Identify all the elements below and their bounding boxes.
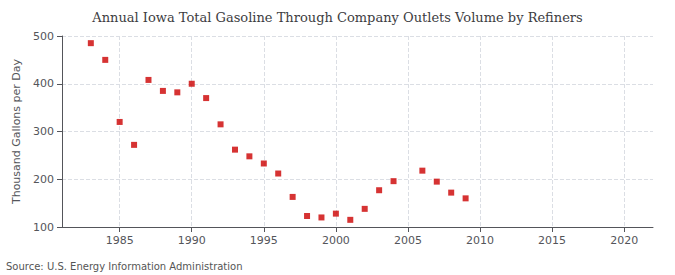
svg-text:Thousand Gallons per Day: Thousand Gallons per Day <box>10 58 23 205</box>
svg-text:Annual Iowa Total Gasoline Thr: Annual Iowa Total Gasoline Through Compa… <box>91 10 582 25</box>
svg-text:200: 200 <box>33 173 54 186</box>
svg-text:1985: 1985 <box>106 234 134 247</box>
svg-text:Source: U.S. Energy Informatio: Source: U.S. Energy Information Administ… <box>6 261 243 272</box>
svg-text:300: 300 <box>33 125 54 138</box>
svg-text:2010: 2010 <box>466 234 494 247</box>
svg-text:2020: 2020 <box>610 234 638 247</box>
svg-text:2015: 2015 <box>538 234 566 247</box>
svg-text:500: 500 <box>33 30 54 43</box>
svg-text:100: 100 <box>33 221 54 234</box>
svg-text:2000: 2000 <box>322 234 350 247</box>
svg-text:2005: 2005 <box>394 234 422 247</box>
svg-text:1995: 1995 <box>250 234 278 247</box>
svg-text:400: 400 <box>33 77 54 90</box>
svg-text:1990: 1990 <box>178 234 206 247</box>
